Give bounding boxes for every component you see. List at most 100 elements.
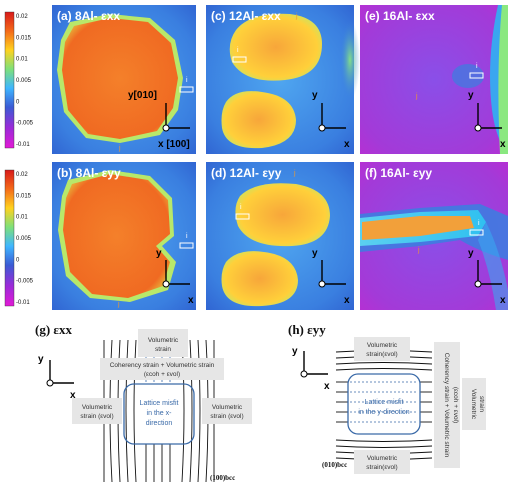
schematic-h-vol-top-1: Volumetric (367, 342, 398, 349)
panel-a: (a) 8Al- εxx i j y[010] x [100] (52, 5, 196, 154)
panel-b-marker-j: j (117, 301, 120, 308)
panel-f: (f) 16Al- εyy i j y x (360, 162, 508, 310)
panel-b-label: (b) 8Al- εyy (57, 166, 121, 180)
schematic-g-vol-left-box (72, 398, 122, 424)
panel-d-axis-x: x (344, 295, 350, 306)
lattice-line (133, 339, 137, 483)
colorbar-tick: -0.01 (16, 142, 30, 148)
panel-d-axes: y x (312, 248, 350, 306)
schematic-h-vol-right-box (462, 378, 486, 430)
colorbar-tick: 0.005 (16, 236, 32, 242)
schematic-g-axes: y x (38, 354, 76, 401)
panel-f-axis-y: y (468, 248, 474, 259)
panel-f-marker-j: j (417, 247, 420, 254)
panel-f-axes: y x (468, 248, 506, 306)
schematic-g: (g) εxx Volumetric strain Coherency stra… (35, 322, 252, 483)
panel-e-label: (e) 16Al- εxx (365, 9, 435, 23)
schematic-h-precipitate (347, 373, 421, 435)
colorbar-tick: 0 (16, 257, 20, 263)
panel-f-axis-x: x (500, 295, 506, 306)
panel-d: (d) 12Al- εyy i j y x (206, 162, 354, 310)
panel-c: (c) 12Al- εxx i j y x (206, 5, 360, 154)
lattice-line (335, 445, 433, 448)
panel-c-axis-y: y (312, 90, 318, 101)
colorbar-tick: 0.01 (16, 215, 28, 221)
schematic-g-axis-y: y (38, 354, 44, 365)
panel-e-axis-x: x (500, 139, 506, 150)
colorbar-tick: -0.01 (16, 300, 30, 306)
schematic-g-vol-left-2: strain (εvol) (80, 413, 113, 420)
schematic-h-title: (h) εyy (288, 322, 326, 337)
schematic-g-title: (g) εxx (35, 322, 72, 337)
panel-e-marker-i: i (476, 63, 478, 70)
panel-b-axis-x: x (188, 295, 194, 306)
schematic-h-vol-top-2: strain(εvol) (366, 351, 397, 358)
schematic-g-vol-top-2: strain (155, 346, 171, 353)
schematic-h-vol-right-2: strain (478, 396, 485, 412)
schematic-h: (h) εyy Volumetric strain(εvol) Volumetr… (288, 322, 486, 474)
schematic-g-coherency: Coherency strain + Volumetric strain (110, 362, 215, 369)
panel-a-label: (a) 8Al- εxx (57, 9, 120, 23)
lattice-line (335, 368, 433, 371)
panel-f-marker-i: i (478, 220, 480, 227)
panel-e-marker-j: j (415, 93, 418, 100)
panel-d-marker-j: j (293, 170, 296, 177)
schematic-h-vol-right-1: Volumetric (470, 389, 477, 420)
panel-c-label: (c) 12Al- εxx (211, 9, 281, 23)
colorbar-tick: 0.015 (16, 193, 32, 199)
colorbar-tick: 0.02 (16, 172, 28, 178)
panel-a-axis-x: x [100] (158, 139, 190, 150)
panel-c-axis-x: x (344, 139, 350, 150)
panel-a-axis-y: y[010] (128, 90, 157, 101)
schematic-h-coherency-formula: (εcoh + εvol) (452, 387, 459, 423)
schematic-h-coherency: Coherency strain + Volumetric strain (443, 353, 450, 458)
schematic-h-axes: y x (292, 346, 330, 392)
lattice-line (197, 339, 201, 483)
schematic-h-vol-bottom-1: Volumetric (367, 455, 398, 462)
schematic-g-plane: (100)bcc (210, 474, 235, 482)
schematic-g-center-2: in the x- (147, 410, 173, 417)
lattice-line (335, 439, 433, 442)
schematic-g-center-3: direction (146, 420, 173, 427)
schematic-g-vol-right-1: Volumetric (212, 404, 243, 411)
schematic-h-vol-top-box (354, 337, 410, 361)
colorbar-tick: 0.005 (16, 78, 32, 84)
schematic-h-axis-x: x (324, 381, 330, 392)
schematic-h-center-2: in the y-direction (358, 409, 409, 416)
schematic-g-axis-x: x (70, 390, 76, 401)
colorbar-tick: -0.005 (16, 279, 34, 285)
lattice-line (125, 339, 129, 483)
lattice-line (189, 339, 193, 483)
schematic-h-vol-bottom-box (354, 450, 410, 474)
panel-e-axis-y: y (468, 90, 474, 101)
panel-a-marker-i: i (186, 77, 188, 84)
panel-c-axes: y x (312, 90, 350, 150)
panel-b-marker-i: i (186, 233, 188, 240)
schematic-h-vol-bottom-2: strain(εvol) (366, 464, 397, 471)
schematic-g-precipitate (123, 383, 195, 445)
schematic-g-coherency-formula: (εcoh + εvol) (144, 371, 180, 378)
schematic-g-vol-top-1: Volumetric (148, 337, 179, 344)
panel-b-axis-y: y (156, 248, 162, 259)
schematic-h-axis-y: y (292, 346, 298, 357)
colorbar-tick: 0.01 (16, 57, 28, 63)
panel-a-marker-j: j (118, 145, 121, 152)
schematic-h-center-1: Lattice misfit (365, 399, 404, 406)
panel-e-axes: y x (468, 90, 506, 150)
colorbar-top: 0.02 0.015 0.01 0.005 0 -0.005 -0.01 (4, 11, 34, 149)
schematic-h-coherency-box (434, 342, 460, 468)
schematic-g-vol-right-2: strain (εvol) (210, 413, 243, 420)
lattice-line (335, 362, 433, 365)
colorbar-tick: -0.005 (16, 121, 34, 127)
schematic-g-center-1: Lattice misfit (140, 400, 179, 407)
colorbar-tick: 0 (16, 99, 20, 105)
panel-b: (b) 8Al- εyy i j y x (52, 162, 196, 310)
colorbar-bottom: 0.02 0.015 0.01 0.005 0 -0.005 -0.01 (4, 169, 34, 307)
schematic-g-vol-left-1: Volumetric (82, 404, 113, 411)
schematic-g-coherency-box (100, 358, 224, 380)
schematic-g-vol-right-box (202, 398, 252, 424)
panel-d-label: (d) 12Al- εyy (211, 166, 282, 180)
colorbar-tick: 0.02 (16, 14, 28, 20)
panel-d-axis-y: y (312, 248, 318, 259)
